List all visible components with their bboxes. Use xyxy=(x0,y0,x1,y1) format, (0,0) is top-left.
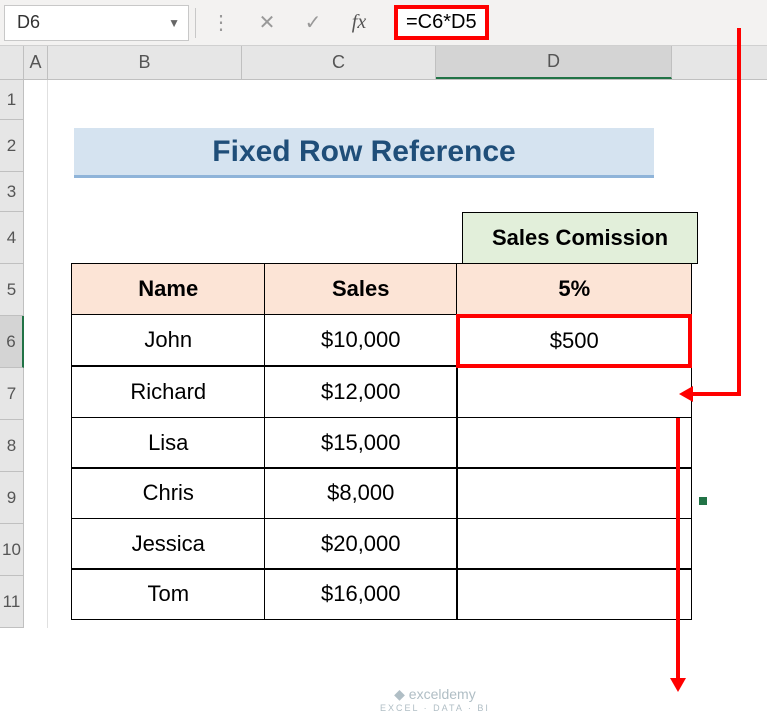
row-header-8[interactable]: 8 xyxy=(0,420,24,472)
row-header-5[interactable]: 5 xyxy=(0,264,24,316)
separator xyxy=(195,8,196,38)
cell-commission-selected[interactable]: $500 xyxy=(456,314,692,368)
cancel-icon[interactable]: ✕ xyxy=(244,5,290,41)
cell-name[interactable]: John xyxy=(71,314,265,366)
cell-commission[interactable] xyxy=(456,366,692,418)
select-all-corner[interactable] xyxy=(0,46,24,79)
enter-icon[interactable]: ✓ xyxy=(290,5,336,41)
row-header-10[interactable]: 10 xyxy=(0,524,24,576)
cell-commission[interactable] xyxy=(456,417,692,469)
table-row: Jessica $20,000 xyxy=(72,519,692,570)
cell-name[interactable]: Chris xyxy=(71,467,265,519)
spreadsheet-grid: 1 2 3 4 5 6 7 8 9 10 11 Fixed Row Refere… xyxy=(0,80,767,628)
data-table: Name Sales 5% John $10,000 $500 Richard … xyxy=(72,264,692,620)
formula-input[interactable]: =C6*D5 xyxy=(382,5,767,41)
cell-sales[interactable]: $10,000 xyxy=(264,314,458,366)
col-header-a[interactable]: A xyxy=(24,46,48,79)
row-header-4[interactable]: 4 xyxy=(0,212,24,264)
cell-name[interactable]: Jessica xyxy=(71,518,265,570)
table-header-row: Name Sales 5% xyxy=(72,264,692,315)
formula-text: =C6*D5 xyxy=(394,5,489,40)
dropdown-arrow-icon[interactable]: ▼ xyxy=(168,16,180,30)
commission-header[interactable]: Sales Comission xyxy=(462,212,698,264)
fx-icon[interactable]: fx xyxy=(336,5,382,41)
row-header-9[interactable]: 9 xyxy=(0,472,24,524)
table-row: Richard $12,000 xyxy=(72,367,692,418)
table-row: Chris $8,000 xyxy=(72,468,692,519)
cell-commission[interactable] xyxy=(456,467,692,519)
header-sales[interactable]: Sales xyxy=(264,263,458,315)
annotation-arrow-horizontal xyxy=(683,392,741,396)
cells-area[interactable]: Fixed Row Reference Sales Comission Name… xyxy=(24,80,767,628)
header-name[interactable]: Name xyxy=(71,263,265,315)
col-header-c[interactable]: C xyxy=(242,46,436,79)
table-row: John $10,000 $500 xyxy=(72,315,692,368)
header-rate[interactable]: 5% xyxy=(456,263,692,315)
column-headers: A B C D xyxy=(0,46,767,80)
table-row: Tom $16,000 xyxy=(72,569,692,620)
row-header-6[interactable]: 6 xyxy=(0,316,24,368)
fill-handle[interactable] xyxy=(698,496,708,506)
row-header-7[interactable]: 7 xyxy=(0,368,24,420)
more-icon[interactable]: ⋮ xyxy=(198,5,244,41)
row-header-3[interactable]: 3 xyxy=(0,172,24,212)
cell-name[interactable]: Tom xyxy=(71,568,265,620)
cell-reference: D6 xyxy=(17,12,40,33)
watermark-icon: ◆ xyxy=(394,686,409,702)
annotation-arrow-drag xyxy=(676,418,680,688)
col-header-b[interactable]: B xyxy=(48,46,242,79)
cell-sales[interactable]: $8,000 xyxy=(264,467,458,519)
row-header-11[interactable]: 11 xyxy=(0,576,24,628)
row-header-1[interactable]: 1 xyxy=(0,80,24,120)
annotation-arrow-vertical xyxy=(737,28,741,396)
title-cell[interactable]: Fixed Row Reference xyxy=(74,128,654,178)
cell-sales[interactable]: $15,000 xyxy=(264,417,458,469)
cell-name[interactable]: Lisa xyxy=(71,417,265,469)
watermark-tag: EXCEL · DATA · BI xyxy=(380,703,490,713)
cell-sales[interactable]: $12,000 xyxy=(264,366,458,418)
col-a-area xyxy=(24,80,48,628)
col-header-d[interactable]: D xyxy=(436,46,672,79)
formula-bar: D6 ▼ ⋮ ✕ ✓ fx =C6*D5 xyxy=(0,0,767,46)
cell-commission[interactable] xyxy=(456,568,692,620)
cell-sales[interactable]: $16,000 xyxy=(264,568,458,620)
watermark: ◆ exceldemy EXCEL · DATA · BI xyxy=(380,686,490,713)
table-row: Lisa $15,000 xyxy=(72,418,692,469)
cell-commission[interactable] xyxy=(456,518,692,570)
name-box[interactable]: D6 ▼ xyxy=(4,5,189,41)
cell-sales[interactable]: $20,000 xyxy=(264,518,458,570)
row-header-2[interactable]: 2 xyxy=(0,120,24,172)
row-headers: 1 2 3 4 5 6 7 8 9 10 11 xyxy=(0,80,24,628)
watermark-brand: exceldemy xyxy=(409,686,476,702)
cell-name[interactable]: Richard xyxy=(71,366,265,418)
